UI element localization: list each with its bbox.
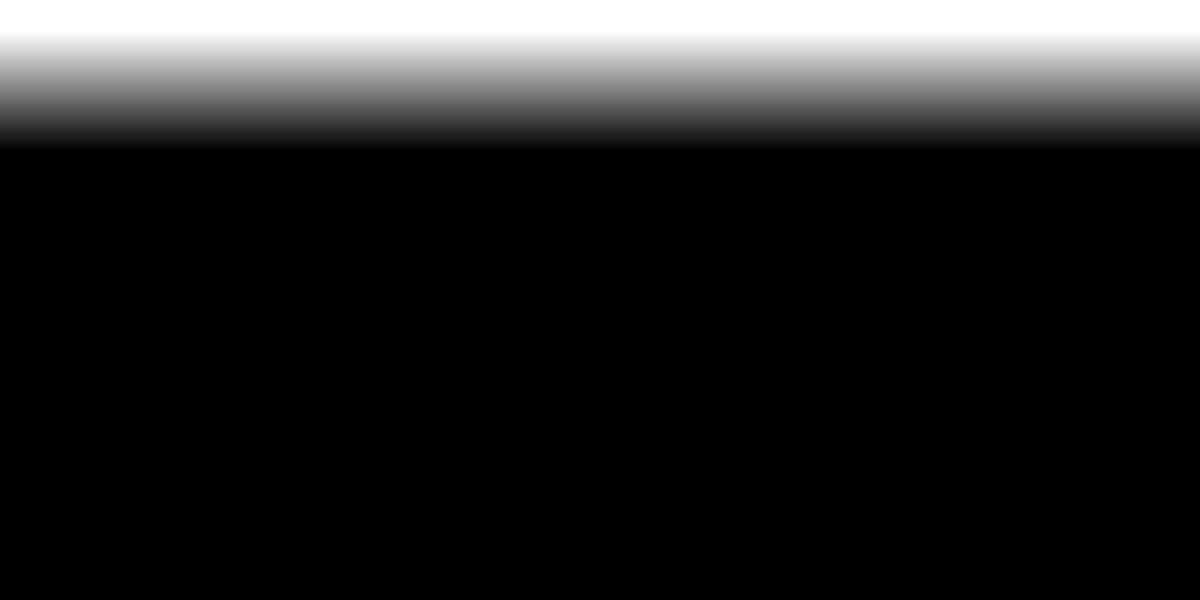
Text: 3.0: 3.0 xyxy=(60,379,84,394)
Bar xyxy=(146,368,218,503)
Legend: 2023, 2032: 2023, 2032 xyxy=(950,79,1114,95)
Bar xyxy=(1054,298,1127,503)
Bar xyxy=(982,362,1054,503)
Bar xyxy=(300,390,373,503)
Bar xyxy=(527,284,600,503)
Bar xyxy=(827,397,900,503)
Text: Mpv Mine Resistant Protected Vehicle Market, By Vehicle Configuration, 2023
& 20: Mpv Mine Resistant Protected Vehicle Mar… xyxy=(20,21,824,64)
Bar xyxy=(755,432,827,503)
Bar xyxy=(73,397,146,503)
Bar xyxy=(600,157,673,503)
Bar xyxy=(373,355,445,503)
